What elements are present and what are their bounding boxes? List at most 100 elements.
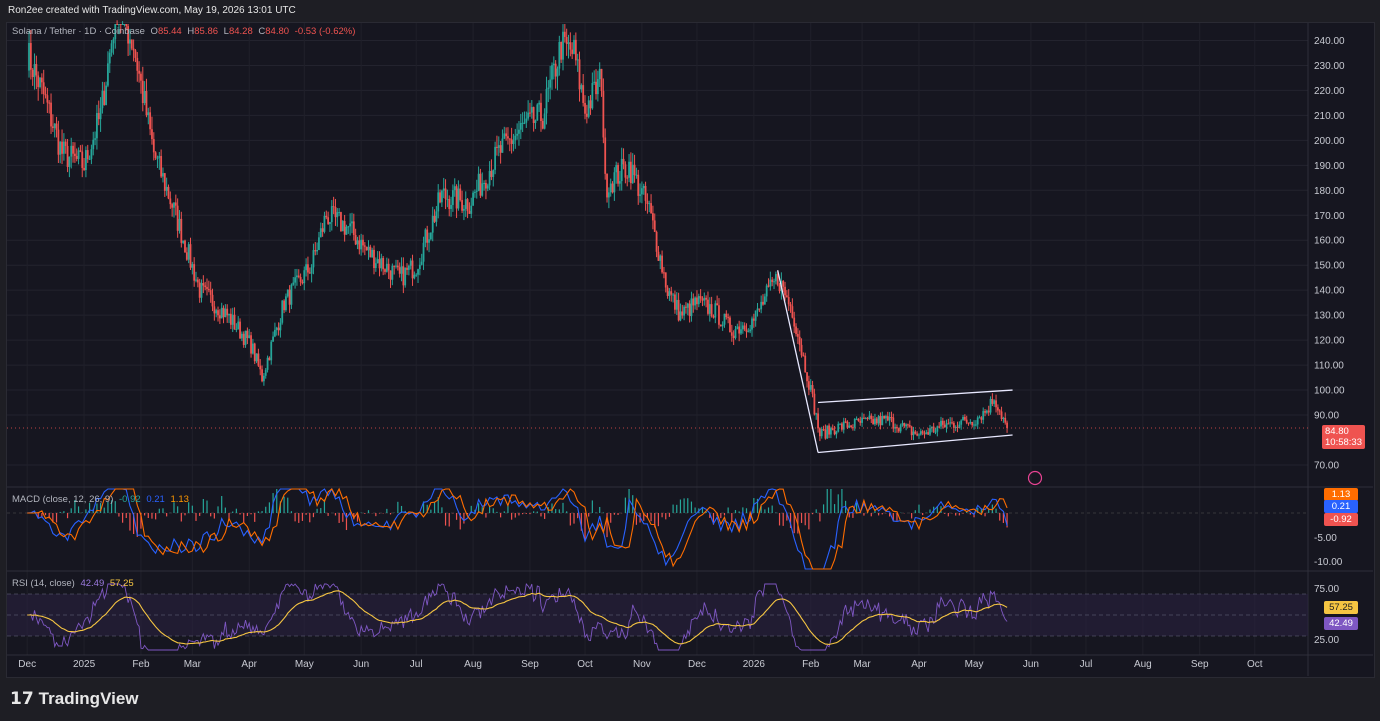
time-tick-label: 2025: [73, 659, 96, 670]
time-tick-label: Dec: [688, 659, 706, 670]
candle-body: [349, 223, 352, 227]
candle-body: [916, 433, 919, 436]
candle-body: [596, 79, 599, 95]
time-tick-label: Aug: [464, 659, 482, 670]
candle-body: [396, 265, 399, 268]
candle-body: [776, 274, 779, 285]
candle-body: [774, 274, 777, 282]
candle-body: [629, 161, 632, 184]
symbol-legend[interactable]: Solana / Tether · 1D · Coinbase O85.44 H…: [12, 26, 355, 37]
candle-body: [903, 423, 906, 427]
candle-body: [218, 315, 221, 319]
candle-body: [415, 274, 418, 276]
candle-body: [400, 266, 403, 274]
candle-body: [129, 39, 131, 44]
candle-body: [943, 424, 946, 428]
candle-body: [334, 206, 337, 218]
candle-body: [92, 139, 95, 150]
channel-lower-line: [818, 434, 1013, 454]
time-tick-label: Apr: [241, 659, 257, 670]
candle-body: [149, 112, 152, 130]
candle-body: [743, 325, 746, 330]
candle-body: [156, 157, 159, 159]
candle-body: [690, 298, 693, 317]
macd-hist-value: -0.92: [119, 494, 141, 505]
candle-body: [204, 285, 207, 288]
candle-body: [46, 95, 49, 103]
candle-body: [464, 199, 467, 209]
candle-body: [290, 284, 293, 305]
candle-body: [330, 206, 333, 223]
candle-body: [492, 169, 495, 177]
macd-line-value: 0.21: [146, 494, 165, 505]
price-tick-label: 130.00: [1314, 311, 1345, 322]
candle-body: [883, 416, 886, 419]
candle-body: [648, 203, 651, 205]
alert-icon: [1027, 470, 1043, 486]
candle-body: [281, 300, 284, 323]
candle-body: [108, 52, 111, 64]
candle-body: [73, 153, 76, 157]
candle-body: [899, 425, 902, 432]
candle-body: [824, 429, 827, 439]
candle-body: [209, 290, 212, 295]
tradingview-logo[interactable]: 17 TradingView: [10, 689, 139, 709]
candle-body: [182, 240, 185, 243]
candle-body: [165, 186, 168, 191]
candle-body: [297, 275, 300, 278]
candle-body: [751, 318, 753, 330]
candle-body: [732, 335, 735, 339]
candle-body: [877, 416, 880, 424]
candle-body: [793, 317, 796, 327]
candle-body: [483, 182, 485, 184]
candle-body: [952, 422, 955, 428]
price-tick-label: 100.00: [1314, 386, 1345, 397]
candle-body: [507, 136, 509, 139]
candle-body: [28, 43, 30, 71]
candle-body: [730, 332, 733, 336]
candle-body: [429, 232, 432, 240]
candle-body: [918, 434, 920, 436]
candle-body: [941, 420, 944, 425]
candle-body: [565, 36, 568, 44]
candle-body: [198, 282, 201, 298]
candle-body: [628, 161, 630, 178]
candle-body: [721, 324, 724, 327]
candle-body: [332, 206, 335, 208]
candle-body: [701, 298, 704, 301]
candle-body: [264, 369, 267, 376]
time-tick-label: Apr: [911, 659, 927, 670]
candle-body: [376, 259, 379, 264]
time-tick-label: Jun: [1023, 659, 1039, 670]
candle-body: [615, 165, 618, 173]
candle-body: [578, 59, 581, 90]
candle-body: [123, 24, 126, 25]
candle-body: [639, 194, 641, 196]
candle-body: [754, 310, 757, 321]
candle-body: [444, 188, 447, 200]
candle-body: [657, 251, 660, 261]
candle-body: [1004, 417, 1007, 423]
candle-body: [51, 126, 54, 129]
chart-frame[interactable]: [6, 22, 1375, 678]
price-tick-label: 170.00: [1314, 211, 1345, 222]
candle-body: [919, 431, 922, 435]
rsi-legend[interactable]: RSI (14, close) 42.49 57.25: [12, 578, 134, 589]
candle-body: [235, 329, 238, 331]
price-tick-label: 210.00: [1314, 111, 1345, 122]
candle-body: [841, 423, 843, 430]
candle-body: [116, 24, 118, 25]
candle-body: [266, 357, 269, 370]
time-tick-label: Aug: [1134, 659, 1152, 670]
candle-body: [778, 284, 781, 292]
candle-body: [305, 264, 308, 271]
macd-legend[interactable]: MACD (close, 12, 26, 9) -0.92 0.21 1.13: [12, 494, 189, 505]
candle-body: [239, 321, 241, 339]
candle-body: [185, 252, 188, 260]
close-label: C: [258, 26, 266, 37]
candle-body: [406, 267, 408, 270]
candle-body: [244, 330, 247, 345]
candle-body: [842, 421, 845, 430]
rsi-label: RSI (14, close): [12, 578, 75, 589]
